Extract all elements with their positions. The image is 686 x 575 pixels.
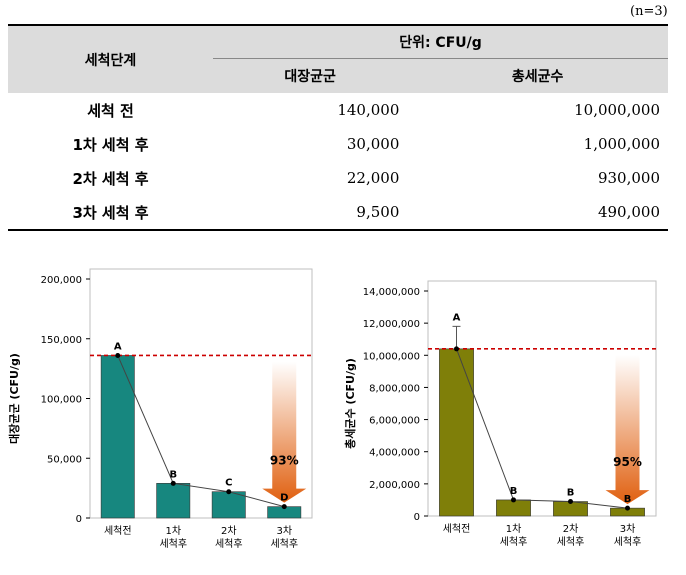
y-tick-label: 4,000,000 xyxy=(369,448,420,459)
x-category-label: 세척후 xyxy=(270,538,298,550)
y-tick-label: 2,000,000 xyxy=(369,480,420,491)
data-point xyxy=(454,346,459,352)
row-stage: 세척 전 xyxy=(87,101,134,120)
x-category-label: 세척후 xyxy=(215,538,243,550)
row-total: 490,000 xyxy=(597,203,660,221)
significance-letter: A xyxy=(114,341,122,352)
x-category-label: 2차 xyxy=(221,525,237,537)
x-category-label: 세척후 xyxy=(159,538,187,550)
chart-total-bacteria: 0 2,000,000 4,000,000 6,000,000 8,000,000 10,… xyxy=(343,280,657,548)
header-stage: 세척단계 xyxy=(84,52,137,69)
y-tick-label: 8,000,000 xyxy=(369,383,420,394)
header-ecoli: 대장균군 xyxy=(284,69,336,85)
x-category-label: 세척후 xyxy=(500,536,528,548)
header-unit: 단위: CFU/g xyxy=(213,25,668,59)
x-category-label: 3차 xyxy=(276,525,292,537)
table-row: 1차 세척 후 30,000 1,000,000 xyxy=(8,127,668,161)
row-stage: 3차 세척 후 xyxy=(72,203,149,222)
significance-letter: A xyxy=(453,312,461,323)
row-ecoli: 30,000 xyxy=(346,135,400,153)
trend-line xyxy=(117,355,285,508)
header-total: 총세균수 xyxy=(511,69,564,85)
y-tick-label: 0 xyxy=(414,512,420,523)
x-category-label: 세척전 xyxy=(443,523,471,535)
sample-size-note: (n=3) xyxy=(630,4,668,19)
row-total: 930,000 xyxy=(597,169,660,187)
data-point xyxy=(625,505,630,511)
reduction-label: 95% xyxy=(613,455,642,469)
reduction-arrow xyxy=(262,361,307,503)
table-row: 3차 세척 후 9,500 490,000 xyxy=(8,195,668,230)
row-total: 10,000,000 xyxy=(574,101,660,119)
y-tick-label: 14,000,000 xyxy=(363,287,420,298)
table-row: 세척 전 140,000 10,000,000 xyxy=(8,93,668,127)
data-point xyxy=(511,497,516,503)
x-category-label: 2차 xyxy=(563,523,579,535)
row-total: 1,000,000 xyxy=(583,135,660,153)
row-ecoli: 9,500 xyxy=(356,203,400,221)
bar xyxy=(439,348,474,517)
x-category-label: 세척후 xyxy=(614,536,642,548)
x-category-label: 세척전 xyxy=(104,525,132,537)
significance-letter: B xyxy=(510,486,518,497)
y-axis-title: 대장균군 (CFU/g) xyxy=(7,353,21,444)
plot-frame xyxy=(89,268,313,519)
reduction-label: 93% xyxy=(270,454,299,468)
bar xyxy=(100,355,135,519)
table-row: 2차 세척 후 22,000 930,000 xyxy=(8,161,668,195)
y-tick-label: 0 xyxy=(76,514,82,525)
y-axis-title: 총세균수 (CFU/g) xyxy=(343,358,357,449)
x-category-label: 3차 xyxy=(620,523,636,535)
bar xyxy=(211,491,246,519)
data-point xyxy=(226,489,232,495)
row-ecoli: 22,000 xyxy=(346,169,400,187)
significance-letter: B xyxy=(567,488,575,499)
y-tick-label: 50,000 xyxy=(47,454,82,465)
trend-line xyxy=(456,348,628,509)
plot-frame xyxy=(427,280,657,517)
data-point xyxy=(281,504,287,510)
y-tick-label: 100,000 xyxy=(41,395,82,406)
row-stage: 1차 세척 후 xyxy=(72,135,149,154)
significance-letter: B xyxy=(169,469,177,480)
y-tick-label: 150,000 xyxy=(41,335,82,346)
y-tick-label: 10,000,000 xyxy=(363,351,420,362)
y-tick-label: 12,000,000 xyxy=(363,319,420,330)
significance-letter: D xyxy=(280,493,288,504)
y-tick-label: 200,000 xyxy=(41,275,82,286)
significance-letter: B xyxy=(624,494,632,505)
y-tick-label: 6,000,000 xyxy=(369,416,420,427)
reduction-arrow xyxy=(605,354,650,505)
x-category-label: 세척후 xyxy=(557,536,585,548)
chart-ecoli: 0 50,000 100,000 150,000 200,000 대장균군 (CFU/g)… xyxy=(7,268,313,550)
row-stage: 2차 세척 후 xyxy=(72,169,149,188)
results-table: 세척단계 단위: CFU/g 대장균군 총세균수 세척 전 140,000 10… xyxy=(8,24,668,231)
data-point xyxy=(568,499,573,505)
x-category-label: 1차 xyxy=(506,523,522,535)
x-category-label: 1차 xyxy=(165,525,181,537)
bar xyxy=(156,483,191,519)
table-header-row: 세척단계 단위: CFU/g xyxy=(8,25,668,69)
data-point xyxy=(170,480,176,486)
data-point xyxy=(115,352,121,358)
row-ecoli: 140,000 xyxy=(337,101,400,119)
significance-letter: C xyxy=(225,478,232,489)
